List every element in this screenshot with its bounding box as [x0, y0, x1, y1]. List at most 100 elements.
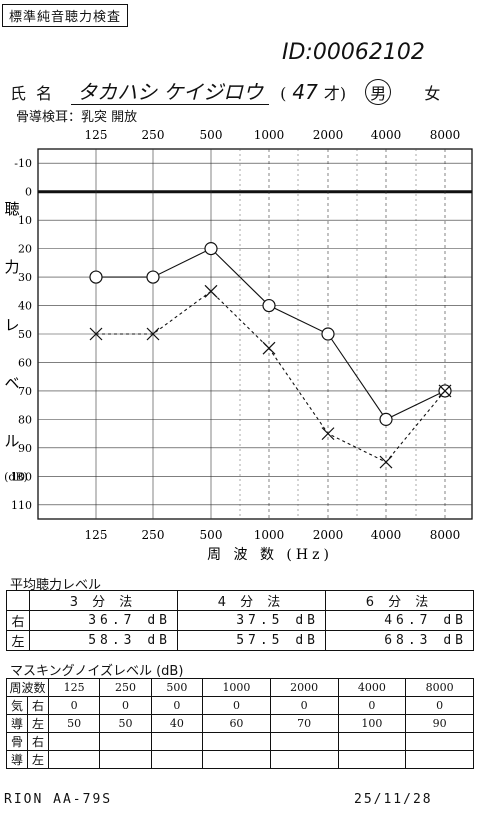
pta-value: 68.3 dB: [325, 630, 474, 651]
x-tick-label-top: 125: [85, 128, 108, 142]
masking-cell: 50: [99, 714, 152, 733]
masking-table: 周波数 125 250 500 1000 2000 4000 8000 気 右 …: [6, 678, 474, 769]
device-name: RION AA-79S: [4, 792, 113, 807]
masking-cell: 100: [337, 714, 407, 733]
id-value: 00062102: [312, 40, 425, 65]
masking-cell: 0: [269, 696, 339, 715]
pta-side-left: 左: [6, 630, 30, 651]
masking-cell: [269, 732, 339, 751]
left-ear-point: [379, 455, 393, 469]
left-ear-point-stroke: [438, 384, 452, 398]
form-title: 標準純音聴力検査: [2, 4, 129, 27]
masking-freq: 2000: [269, 678, 339, 697]
masking-type: 気: [6, 696, 28, 715]
y-axis-label-char: ベ: [4, 374, 19, 392]
y-tick-label: 80: [18, 413, 32, 426]
y-tick-label: 10: [18, 214, 32, 227]
masking-cell: 0: [47, 696, 101, 715]
x-tick-label-bottom: 2000: [313, 528, 344, 542]
masking-title: マスキングノイズレベル (dB): [10, 664, 184, 679]
pta-corner: [6, 590, 30, 611]
left-ear-point: [204, 284, 218, 298]
age-unit: 才): [323, 84, 347, 103]
left-ear-point: [89, 327, 103, 341]
masking-cell: [99, 750, 152, 769]
y-tick-label: 20: [18, 243, 32, 256]
y-tick-label: -10: [14, 157, 32, 170]
pta-col-3: 3 分 法: [29, 590, 178, 611]
masking-cell: 60: [202, 714, 271, 733]
masking-row: 導 左: [6, 750, 474, 769]
masking-cell: 40: [150, 714, 204, 733]
masking-cell: 0: [99, 696, 152, 715]
right-ear-point: [321, 327, 335, 341]
left-ear-point-stroke: [262, 341, 276, 355]
left-ear-point-stroke: [379, 455, 393, 469]
right-ear-point: [146, 270, 160, 284]
x-axis-label: 周 波 数 (Hz): [207, 547, 333, 563]
audiogram-chart: -10 0 10 20 30 40 50 60 70 80 90 100 110 125 125 250 250…: [4, 128, 473, 563]
masking-header-row: 周波数 125 250 500 1000 2000 4000 8000: [6, 678, 474, 697]
y-tick-label: 90: [18, 442, 32, 455]
x-tick-label-top: 500: [200, 128, 223, 142]
x-tick-label-top: 250: [142, 128, 165, 142]
masking-type: 導: [6, 750, 28, 769]
name-label: 氏名: [10, 84, 63, 103]
masking-freq: 500: [150, 678, 204, 697]
masking-cell: [337, 732, 407, 751]
masking-cell: [99, 732, 152, 751]
left-ear-point-stroke: [146, 327, 160, 341]
masking-freq-label: 周波数: [6, 678, 49, 697]
masking-cell: 0: [337, 696, 407, 715]
right-ear-point: [262, 298, 276, 313]
x-tick-label-bottom: 1000: [254, 528, 285, 542]
masking-cell: 0: [405, 696, 474, 715]
y-tick-label: 70: [18, 385, 32, 398]
masking-side: 左: [27, 714, 49, 733]
x-tick-label-bottom: 125: [85, 528, 108, 542]
masking-cell: [47, 750, 101, 769]
masking-cell: [47, 732, 101, 751]
masking-cell: 0: [150, 696, 204, 715]
y-tick-label: 40: [18, 300, 32, 313]
pta-value: 36.7 dB: [29, 610, 178, 631]
y-tick-label: 110: [11, 499, 32, 512]
y-axis-label-char: 聴: [4, 200, 19, 218]
y-axis-label-char: レ: [4, 316, 19, 334]
left-ear-point: [321, 427, 335, 441]
patient-age: 47: [292, 80, 318, 104]
bone-conduction-note: 骨導検耳：乳突 開放: [16, 110, 138, 125]
masking-row: 導 左 50 50 40 60 70 100 90: [6, 714, 474, 733]
x-tick-label-top: 1000: [254, 128, 285, 142]
masking-cell: 50: [47, 714, 101, 733]
y-tick-label: 100: [11, 470, 32, 483]
left-ear-line: [96, 290, 446, 463]
pta-side-right: 右: [6, 610, 30, 631]
x-tick-label-bottom: 500: [200, 528, 223, 542]
masking-freq: 125: [47, 678, 101, 697]
masking-cell: [202, 750, 271, 769]
pta-row-left: 左 58.3 dB 57.5 dB 68.3 dB: [6, 630, 474, 651]
pta-row-right: 右 36.7 dB 37.5 dB 46.7 dB: [6, 610, 474, 631]
left-ear-point: [146, 327, 160, 341]
masking-cell: [269, 750, 339, 769]
masking-cell: [150, 732, 204, 751]
pta-col-6: 6 分 法: [325, 590, 474, 611]
left-ear-point: [262, 341, 276, 355]
masking-freq: 250: [99, 678, 152, 697]
left-ear-point-stroke: [321, 427, 335, 441]
x-tick-label-bottom: 250: [142, 528, 165, 542]
pta-title: 平均聴力レベル: [10, 578, 102, 593]
masking-freq: 8000: [405, 678, 474, 697]
y-tick-label: 50: [18, 328, 32, 341]
y-tick-label: 60: [18, 356, 32, 369]
x-tick-label-bottom: 4000: [371, 528, 402, 542]
masking-side: 右: [27, 696, 49, 715]
masking-cell: [337, 750, 407, 769]
masking-side: 左: [27, 750, 49, 769]
sex-female: 女: [424, 84, 441, 103]
pta-value: 46.7 dB: [325, 610, 474, 631]
masking-type: 導: [6, 714, 28, 733]
masking-cell: [202, 732, 271, 751]
masking-cell: [405, 732, 474, 751]
